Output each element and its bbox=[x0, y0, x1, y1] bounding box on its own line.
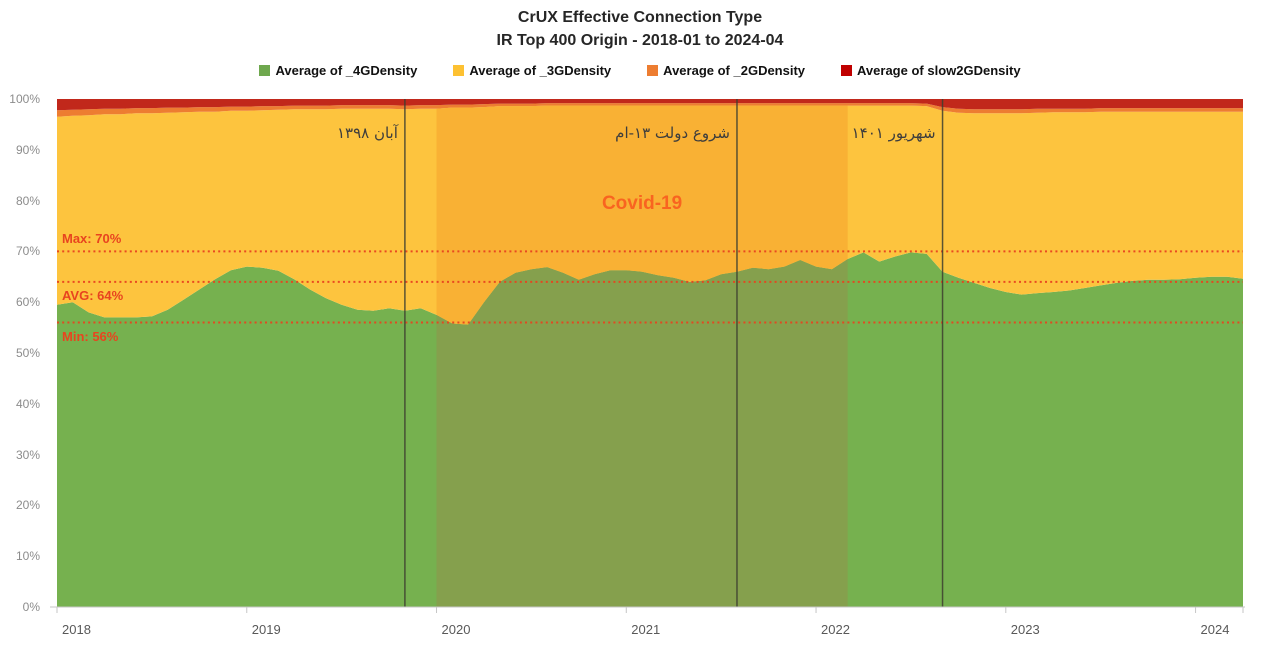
y-tick-label: 40% bbox=[15, 396, 40, 411]
vline-label-gov13-start: شروع دولت ۱۳-ام bbox=[615, 124, 730, 142]
legend-item-3g: Average of _3GDensity bbox=[453, 63, 611, 78]
x-tick-label: 2024 bbox=[1200, 622, 1230, 637]
covid-label: Covid-19 bbox=[601, 193, 683, 214]
chart-title-line1: CrUX Effective Connection Type bbox=[517, 9, 763, 26]
legend-label-slow2g: Average of slow2GDensity bbox=[857, 63, 1021, 78]
y-tick-label: 0% bbox=[22, 600, 40, 614]
legend-item-4g: Average of _4GDensity bbox=[259, 63, 417, 78]
legend: Average of _4GDensity Average of _3GDens… bbox=[0, 63, 1280, 78]
legend-swatch-3g-icon bbox=[453, 65, 465, 76]
y-tick-label: 70% bbox=[15, 244, 40, 259]
hline-label-max: Max: 70% bbox=[62, 231, 122, 247]
legend-label-2g: Average of _2GDensity bbox=[663, 63, 806, 78]
y-tick-label: 60% bbox=[15, 295, 40, 310]
legend-item-2g: Average of _2GDensity bbox=[647, 63, 805, 78]
y-tick-label: 100% bbox=[9, 92, 40, 106]
x-tick-label: 2023 bbox=[1010, 622, 1040, 637]
chart-title: CrUX Effective Connection Type IR Top 40… bbox=[0, 6, 1280, 52]
legend-item-slow2g: Average of slow2GDensity bbox=[841, 63, 1021, 78]
x-tick-label: 2018 bbox=[62, 622, 91, 637]
y-tick-label: 80% bbox=[15, 193, 40, 208]
legend-swatch-4g-icon bbox=[259, 65, 271, 76]
legend-label-4g: Average of _4GDensity bbox=[275, 63, 418, 78]
vline-label-shahrivar-1401: شهریور ۱۴۰۱ bbox=[851, 124, 936, 142]
hline-label-min: Min: 56% bbox=[62, 328, 119, 344]
vline-label-aban-1398: آبان ۱۳۹۸ bbox=[336, 124, 398, 142]
legend-swatch-slow2g-icon bbox=[841, 65, 853, 76]
y-tick-label: 50% bbox=[15, 346, 40, 360]
legend-swatch-2g-icon bbox=[647, 65, 659, 76]
x-tick-label: 2021 bbox=[631, 622, 661, 637]
hline-label-avg: AVG: 64% bbox=[62, 287, 124, 303]
x-tick-label: 2022 bbox=[821, 622, 850, 637]
y-tick-label: 20% bbox=[15, 498, 40, 513]
x-tick-label: 2019 bbox=[251, 622, 281, 637]
x-tick-label: 2020 bbox=[441, 622, 471, 637]
legend-label-3g: Average of _3GDensity bbox=[469, 63, 612, 78]
y-tick-label: 10% bbox=[15, 549, 40, 564]
chart-title-line2: IR Top 400 Origin - 2018-01 to 2024-04 bbox=[496, 32, 784, 49]
y-tick-label: 90% bbox=[15, 142, 40, 157]
y-tick-label: 30% bbox=[15, 447, 40, 462]
